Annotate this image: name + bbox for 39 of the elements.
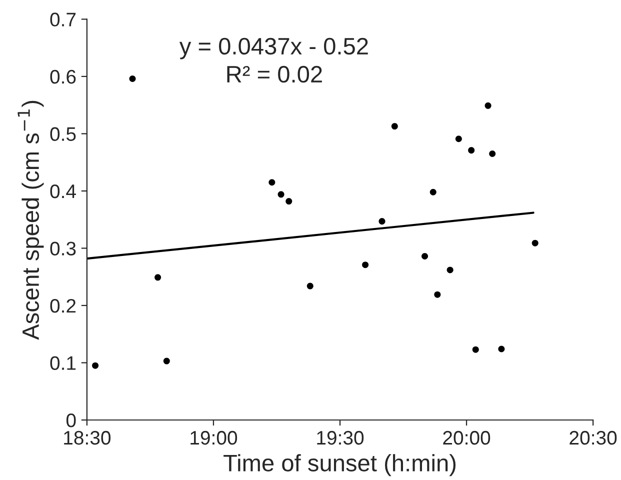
point xyxy=(163,358,170,364)
y-tick-label: 0 xyxy=(66,413,76,428)
point xyxy=(498,346,505,352)
point xyxy=(434,291,441,298)
y-tick-label: 0.5 xyxy=(50,127,76,141)
point xyxy=(378,218,386,225)
point xyxy=(362,262,369,268)
x-tick-label: 20:00 xyxy=(443,430,490,445)
x-tick-label: 18:30 xyxy=(64,430,111,445)
point xyxy=(422,252,428,260)
y-tick-label: 0.7 xyxy=(50,12,76,26)
point xyxy=(472,346,479,353)
point xyxy=(278,191,284,198)
x-axis-title: Time of sunset (h:min) xyxy=(224,454,456,476)
y-tick-label: 0.4 xyxy=(50,184,76,198)
point xyxy=(268,179,276,186)
x-tick-label: 19:30 xyxy=(317,430,364,445)
x-tick-label: 19:00 xyxy=(190,430,238,445)
annotation: y = 0.0437x - 0.52 xyxy=(179,38,368,60)
point xyxy=(430,188,436,196)
point xyxy=(489,150,496,158)
x-tick-label: 20:30 xyxy=(570,430,617,445)
point xyxy=(92,362,99,369)
point xyxy=(455,136,462,142)
point xyxy=(286,198,292,205)
annotation: R² = 0.02 xyxy=(227,66,322,83)
point xyxy=(306,282,314,290)
y-tick-label: 0.3 xyxy=(50,242,76,256)
y-axis-title: Ascent speed (cm s$^{−1}$) xyxy=(18,100,44,340)
point xyxy=(446,266,454,274)
point xyxy=(129,75,136,82)
point xyxy=(532,240,538,246)
point xyxy=(391,123,398,130)
point xyxy=(468,147,475,154)
point xyxy=(484,102,492,109)
y-tick-label: 0.1 xyxy=(50,356,76,370)
point xyxy=(154,274,162,281)
y-tick-label: 0.6 xyxy=(50,70,76,84)
y-tick-label: 0.2 xyxy=(50,298,76,313)
